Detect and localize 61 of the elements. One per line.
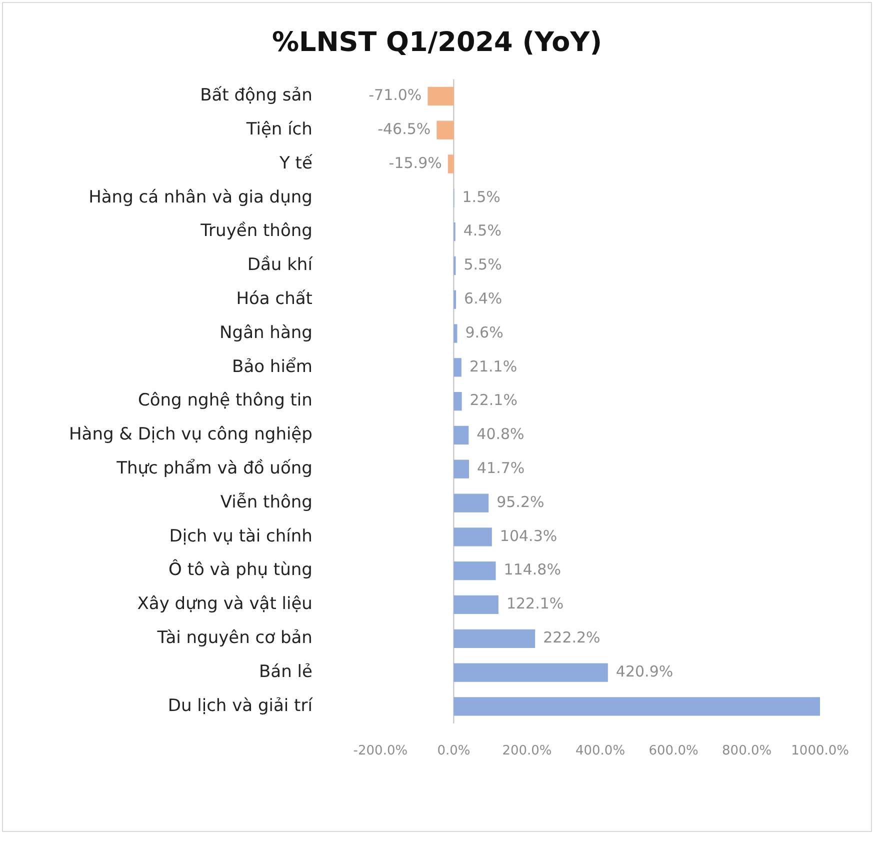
data-label: 41.7% <box>476 459 525 477</box>
bar <box>454 697 820 716</box>
bar <box>448 154 454 174</box>
x-tick-label: 0.0% <box>437 744 470 759</box>
data-label: -71.0% <box>368 86 422 104</box>
x-tick-label: 400.0% <box>575 744 626 759</box>
bar <box>436 120 454 140</box>
data-label: 420.9% <box>616 662 674 680</box>
x-tick-label: 1000.0% <box>791 744 849 759</box>
data-label: -15.9% <box>388 154 442 172</box>
y-tick-label: Viễn thông <box>220 492 312 512</box>
y-tick-label: Xây dựng và vật liệu <box>137 594 312 614</box>
data-label: 95.2% <box>496 492 544 511</box>
y-tick-label: Bán lẻ <box>258 662 312 682</box>
bar <box>454 629 536 648</box>
y-tick-label: Tài nguyên cơ bản <box>156 628 312 648</box>
data-label: -46.5% <box>378 120 431 138</box>
data-label: 4.5% <box>463 222 502 240</box>
x-tick-label: -200.0% <box>353 744 408 759</box>
bar <box>454 528 492 546</box>
y-tick-label: Du lịch và giải trí <box>168 696 314 716</box>
y-tick-label: Bất động sản <box>200 86 312 106</box>
y-tick-label: Dầu khí <box>247 255 314 276</box>
y-tick-label: Bảo hiểm <box>232 356 312 377</box>
data-label: 222.2% <box>543 628 600 647</box>
bar <box>454 460 469 478</box>
x-tick-label: 800.0% <box>722 744 772 759</box>
chart-title: %LNST Q1/2024 (YoY) <box>270 27 604 60</box>
y-tick-label: Tiện ích <box>245 119 312 140</box>
bar <box>454 595 498 614</box>
y-tick-label: Truyền thông <box>200 221 312 242</box>
bar <box>454 426 469 445</box>
data-label: 40.8% <box>476 425 524 444</box>
data-label: 122.1% <box>506 594 564 613</box>
y-tick-label: Thực phẩm và đồ uống <box>116 458 312 479</box>
data-label: 104.3% <box>500 526 558 545</box>
data-label: 6.4% <box>464 289 502 308</box>
data-label: 114.8% <box>504 560 561 579</box>
bar <box>454 562 496 580</box>
y-tick-label: Ô tô và phụ tùng <box>168 559 312 580</box>
y-tick-label: Hàng cá nhân và gia dụng <box>88 187 312 208</box>
y-tick-label: Công nghệ thông tin <box>138 390 312 411</box>
bar <box>454 324 458 343</box>
y-tick-label: Y tế <box>278 153 313 174</box>
bar <box>454 358 462 377</box>
x-tick-label: 600.0% <box>648 744 698 759</box>
y-tick-label: Ngân hàng <box>220 322 312 343</box>
y-tick-label: Hóa chất <box>236 289 313 310</box>
bar <box>454 392 462 411</box>
y-tick-label: Hàng & Dịch vụ công nghiệp <box>69 424 312 445</box>
data-label: 9.6% <box>465 323 504 342</box>
x-tick-label: 200.0% <box>502 744 552 759</box>
data-label: 1.5% <box>462 188 500 206</box>
data-label: 22.1% <box>470 391 518 410</box>
bar <box>454 494 489 512</box>
bar <box>428 86 454 106</box>
bar <box>454 663 608 682</box>
data-label: 21.1% <box>469 357 518 376</box>
data-label: 5.5% <box>464 256 502 274</box>
y-tick-label: Dịch vụ tài chính <box>169 526 312 546</box>
bar <box>454 290 456 309</box>
